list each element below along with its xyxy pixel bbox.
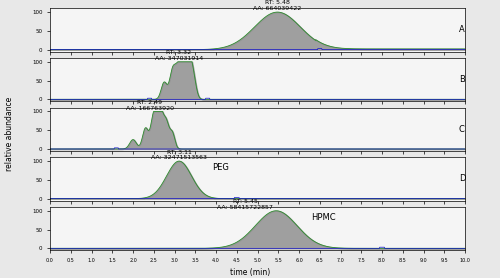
- Text: PEG: PEG: [212, 163, 228, 172]
- Text: RT: 3.11
AA: 32471513563: RT: 3.11 AA: 32471513563: [151, 150, 207, 160]
- Text: B: B: [459, 75, 464, 84]
- Text: RT: 3.32
AA: 347031914: RT: 3.32 AA: 347031914: [154, 50, 203, 61]
- Text: relative abundance: relative abundance: [5, 96, 14, 171]
- Text: RT: 2.49
AA: 166763920: RT: 2.49 AA: 166763920: [126, 100, 174, 111]
- Text: A: A: [459, 25, 464, 34]
- Text: RT: 5.48
AA: 664039422: RT: 5.48 AA: 664039422: [254, 0, 302, 11]
- Text: C: C: [459, 125, 464, 134]
- Text: RT: 5.45
AA: 58415722857: RT: 5.45 AA: 58415722857: [217, 199, 273, 210]
- Text: HPMC: HPMC: [312, 213, 336, 222]
- Text: D: D: [459, 174, 466, 183]
- Text: time (min): time (min): [230, 268, 270, 277]
